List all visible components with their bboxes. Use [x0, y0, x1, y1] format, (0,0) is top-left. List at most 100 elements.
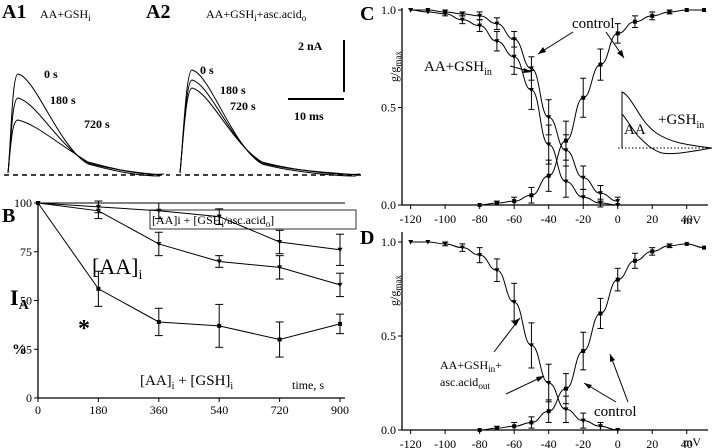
a1-label-720s: 720 s	[84, 117, 110, 131]
panel-c-label: C	[360, 3, 374, 25]
panel-c-arrowhead-right	[617, 50, 624, 58]
svg-text:AA+GSHi: AA+GSHi	[40, 7, 91, 23]
svg-text:[AA]i + [GSH]i: [AA]i + [GSH]i	[140, 373, 233, 392]
b-point	[216, 214, 222, 220]
c-point	[597, 201, 603, 206]
c-point	[667, 9, 672, 14]
b-ytick-label: 25	[20, 342, 32, 356]
d-point	[459, 245, 465, 251]
c-point	[546, 173, 551, 178]
c-point	[477, 203, 482, 207]
b-ytick-label: 75	[20, 245, 32, 259]
panel-a2-condition-mid: +asc.acid	[257, 7, 302, 21]
d-series-1	[477, 241, 706, 432]
d-point	[528, 343, 534, 348]
b-xtick-label: 540	[210, 403, 228, 417]
panel-c-label-aagsh-sub: in	[484, 67, 492, 78]
b-xtick-label: 0	[35, 403, 41, 417]
svg-text:asc.acidout: asc.acidout	[440, 375, 490, 391]
inset-label-gsh-sub: in	[696, 120, 704, 131]
c-xtick-label: -60	[506, 212, 522, 226]
d-point	[494, 268, 500, 273]
panel-d-arrowhead-aagsh-2	[536, 376, 544, 382]
panel-d-arrowhead-control-left	[584, 383, 592, 389]
panel-a1-condition: AA+GSH	[40, 7, 88, 21]
a1-label-180s: 180 s	[50, 93, 76, 107]
a1-trace-720s	[7, 119, 165, 175]
c-point	[615, 199, 621, 204]
svg-text:[AA]i + [GSHi/asc.acido]: [AA]i + [GSHi/asc.acido]	[152, 213, 274, 229]
panel-b-label-aa-sub: i	[138, 268, 142, 283]
d-point	[529, 420, 534, 425]
c-ytick-label: 0.0	[381, 198, 396, 212]
panel-a1-condition-sub: i	[88, 13, 91, 23]
d-xtick-label: 40	[681, 437, 693, 448]
d-xtick-label: -20	[575, 437, 591, 448]
panel-b-axes	[37, 203, 345, 399]
panel-b-ylabel-unit: %	[12, 342, 27, 358]
b-point	[156, 241, 162, 247]
panel-b-series	[35, 200, 344, 358]
d-point	[632, 258, 637, 263]
scale-label-time: 10 ms	[294, 109, 324, 123]
c-point	[477, 13, 483, 19]
d-point	[563, 386, 568, 391]
d-point	[580, 418, 586, 424]
inset-label-aa: AA	[624, 122, 646, 138]
d-point	[442, 241, 448, 247]
c-xtick-label: -120	[400, 212, 422, 226]
panel-c-x-ticks: -120 -100 -80 -60 -40 -20 0 20 40	[400, 205, 693, 226]
a2-trace-0s	[179, 69, 357, 177]
panel-c: C 0.0 0.5 1.0 -120 -100 -80 -60 -40 -20 0 20 40 g/…	[360, 3, 713, 227]
c-point	[546, 115, 552, 120]
c-point	[494, 21, 500, 27]
c-ytick-label: 1.0	[381, 3, 396, 17]
d-ytick-label: 0.0	[381, 423, 396, 437]
panel-d-label-line1: AA+GSH	[440, 358, 488, 372]
d-ytick-label: 0.5	[381, 329, 396, 343]
b-point	[277, 265, 283, 270]
panel-a2-label: A2	[146, 1, 170, 23]
d-point	[546, 409, 551, 414]
c-xtick-label: -20	[575, 212, 591, 226]
c-point	[684, 8, 689, 12]
svg-text:AA+GSHin+: AA+GSHin+	[440, 358, 502, 374]
panel-b-label-aagsh-mid: + [GSH]	[174, 373, 230, 389]
c-xtick-label: -100	[434, 212, 456, 226]
a2-label-0s: 0 s	[200, 63, 214, 77]
a1-trace-180s	[7, 97, 163, 176]
svg-text:IA: IA	[10, 285, 30, 313]
b-ytick-label: 50	[20, 294, 32, 308]
d-point	[477, 428, 482, 432]
panel-d-label-line1-end: +	[495, 358, 502, 372]
c-point	[494, 39, 500, 44]
d-xtick-label: -100	[434, 437, 456, 448]
panel-d-x-ticks: -120 -100 -80 -60 -40 -20 0 20 40	[400, 430, 693, 448]
a2-trace-180s	[179, 79, 359, 176]
c-point	[546, 142, 552, 148]
b-point	[338, 321, 342, 326]
inset-trace-gsh	[621, 112, 713, 155]
d-point	[597, 424, 603, 429]
b-point	[95, 208, 101, 214]
c-point	[511, 54, 517, 60]
d-point	[494, 426, 499, 431]
panel-d-arrow-control-right	[609, 353, 629, 403]
d-point	[702, 245, 706, 250]
panel-b-label: B	[2, 205, 15, 227]
c-point	[528, 66, 534, 71]
c-point	[494, 201, 499, 206]
b-xtick-label: 180	[89, 403, 107, 417]
svg-text:AA+GSHi+asc.acido: AA+GSHi+asc.acido	[206, 7, 307, 23]
svg-text:AA+GSHin: AA+GSHin	[424, 59, 492, 78]
c-point	[597, 191, 603, 196]
c-point	[580, 175, 586, 181]
d-xtick-label: 0	[615, 437, 621, 448]
panel-b-legend-top-c: ]	[270, 213, 274, 227]
panel-d-y-ticks: 0.0 0.5 1.0	[381, 235, 402, 437]
a2-label-180s: 180 s	[220, 83, 246, 97]
panel-c-label-aagsh: AA+GSH	[424, 59, 484, 75]
svg-text:g/gmax: g/gmax	[387, 51, 403, 82]
panel-b-y-ticks: 0 25 50 75 100	[14, 196, 38, 405]
